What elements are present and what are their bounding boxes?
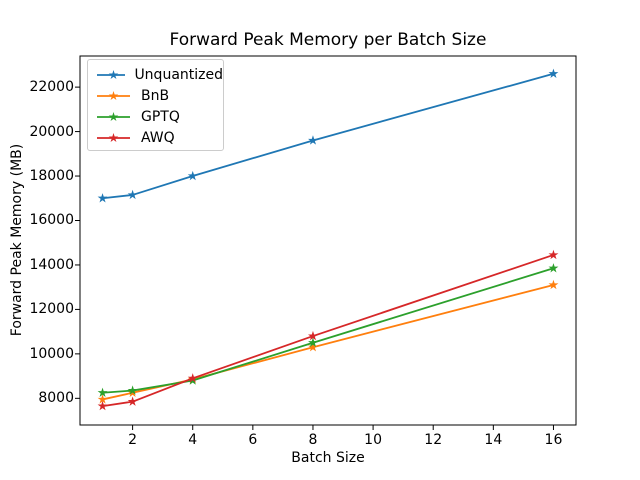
legend-box: Unquantized BnB GPTQ AWQ [87,59,224,151]
data-point-marker [308,342,318,352]
legend-label: Unquantized [134,66,223,83]
chart-title: Forward Peak Memory per Batch Size [169,30,487,50]
star-marker-icon [108,132,119,142]
legend-line-sample [97,69,126,79]
x-tick-label: 6 [248,432,258,448]
data-point-marker [97,387,108,397]
legend-label: AWQ [141,129,175,146]
data-point-marker [548,249,559,260]
x-tick-label: 4 [188,432,198,448]
legend-line-sample [97,132,130,142]
data-point-marker [97,394,108,404]
y-tick-label: 12000 [29,301,74,318]
legend-entry-Unquantized: Unquantized [96,64,223,85]
x-tick-label: 14 [484,432,503,448]
legend-line-sample [97,111,130,121]
x-tick-label: 16 [544,432,563,448]
y-tick-label: 14000 [29,256,74,273]
x-tick-label: 8 [308,432,318,448]
x-axis-label: Batch Size [291,450,365,466]
data-point-marker [127,385,138,395]
y-tick-label: 22000 [29,79,74,96]
data-point-marker [97,400,108,411]
data-point-marker [308,135,318,145]
x-tick-label: 12 [424,432,443,448]
data-point-marker [97,193,108,203]
star-marker-icon [108,69,119,79]
x-tick-label: 10 [364,432,382,448]
star-marker-icon [108,111,119,121]
data-point-marker [548,68,559,78]
legend-entry-BnB: BnB [96,85,223,106]
y-tick-label: 18000 [29,168,74,185]
y-tick-label: 16000 [29,212,74,229]
data-point-marker [308,337,318,347]
data-point-marker [187,170,198,181]
data-point-marker [127,396,138,406]
data-point-marker [187,373,198,383]
data-point-marker [548,263,559,273]
series-line-BnB [101,284,555,401]
legend-entry-GPTQ: GPTQ [96,106,223,127]
data-point-marker [308,330,318,341]
star-marker-icon [108,90,119,100]
legend-line-sample [97,90,130,100]
y-tick-label: 20000 [29,123,74,140]
data-point-marker [548,279,559,290]
legend-label: GPTQ [141,108,180,125]
legend-label: BnB [141,87,170,104]
data-point-marker [127,189,138,200]
x-tick-label: 2 [128,432,138,448]
y-tick-label: 10000 [29,345,74,362]
legend-entry-AWQ: AWQ [96,127,223,148]
y-tick-label: 8000 [38,390,74,407]
axes-spines [79,55,577,426]
